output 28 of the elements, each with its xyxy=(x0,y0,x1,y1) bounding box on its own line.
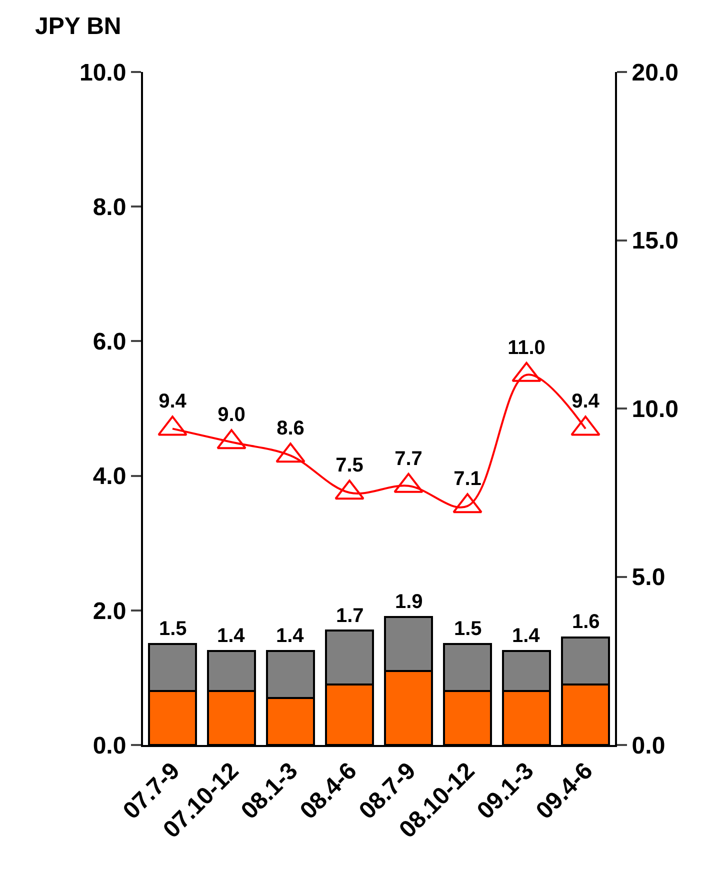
data-label: 9.4 xyxy=(158,390,188,413)
data-label: 8.6 xyxy=(276,418,304,440)
data-label: 9.4 xyxy=(572,390,600,413)
y-tick-label: 4.0 xyxy=(92,463,126,490)
y-tick-label: 10.0 xyxy=(79,59,126,86)
total-label: 1.9 xyxy=(395,591,423,613)
data-label: 11.0 xyxy=(508,336,546,359)
y2-tick-label: 10.0 xyxy=(632,396,679,423)
total-label: 1.6 xyxy=(572,611,600,633)
y-tick-label: 0.0 xyxy=(92,732,126,760)
y2-tick-label: 15.0 xyxy=(632,228,679,255)
total-label: 1.7 xyxy=(336,605,364,627)
data-label: 7.5 xyxy=(336,454,364,477)
y-axis-title: JPY BN xyxy=(35,13,122,40)
total-label: 1.4 xyxy=(217,625,246,647)
total-label: 1.4 xyxy=(512,625,541,647)
y-tick-label: 6.0 xyxy=(92,328,126,356)
data-label: 7.1 xyxy=(454,468,482,490)
total-label: 1.4 xyxy=(276,625,305,647)
data-label: 7.7 xyxy=(394,448,422,470)
y2-tick-label: 5.0 xyxy=(632,564,666,592)
data-label: 9.0 xyxy=(218,404,246,426)
total-label: 1.5 xyxy=(454,618,482,640)
y2-tick-label: 0.0 xyxy=(632,732,666,760)
total-label: 1.5 xyxy=(159,618,187,640)
y-tick-label: 8.0 xyxy=(92,194,126,221)
y-tick-label: 2.0 xyxy=(92,598,126,625)
y2-tick-label: 20.0 xyxy=(632,59,679,86)
